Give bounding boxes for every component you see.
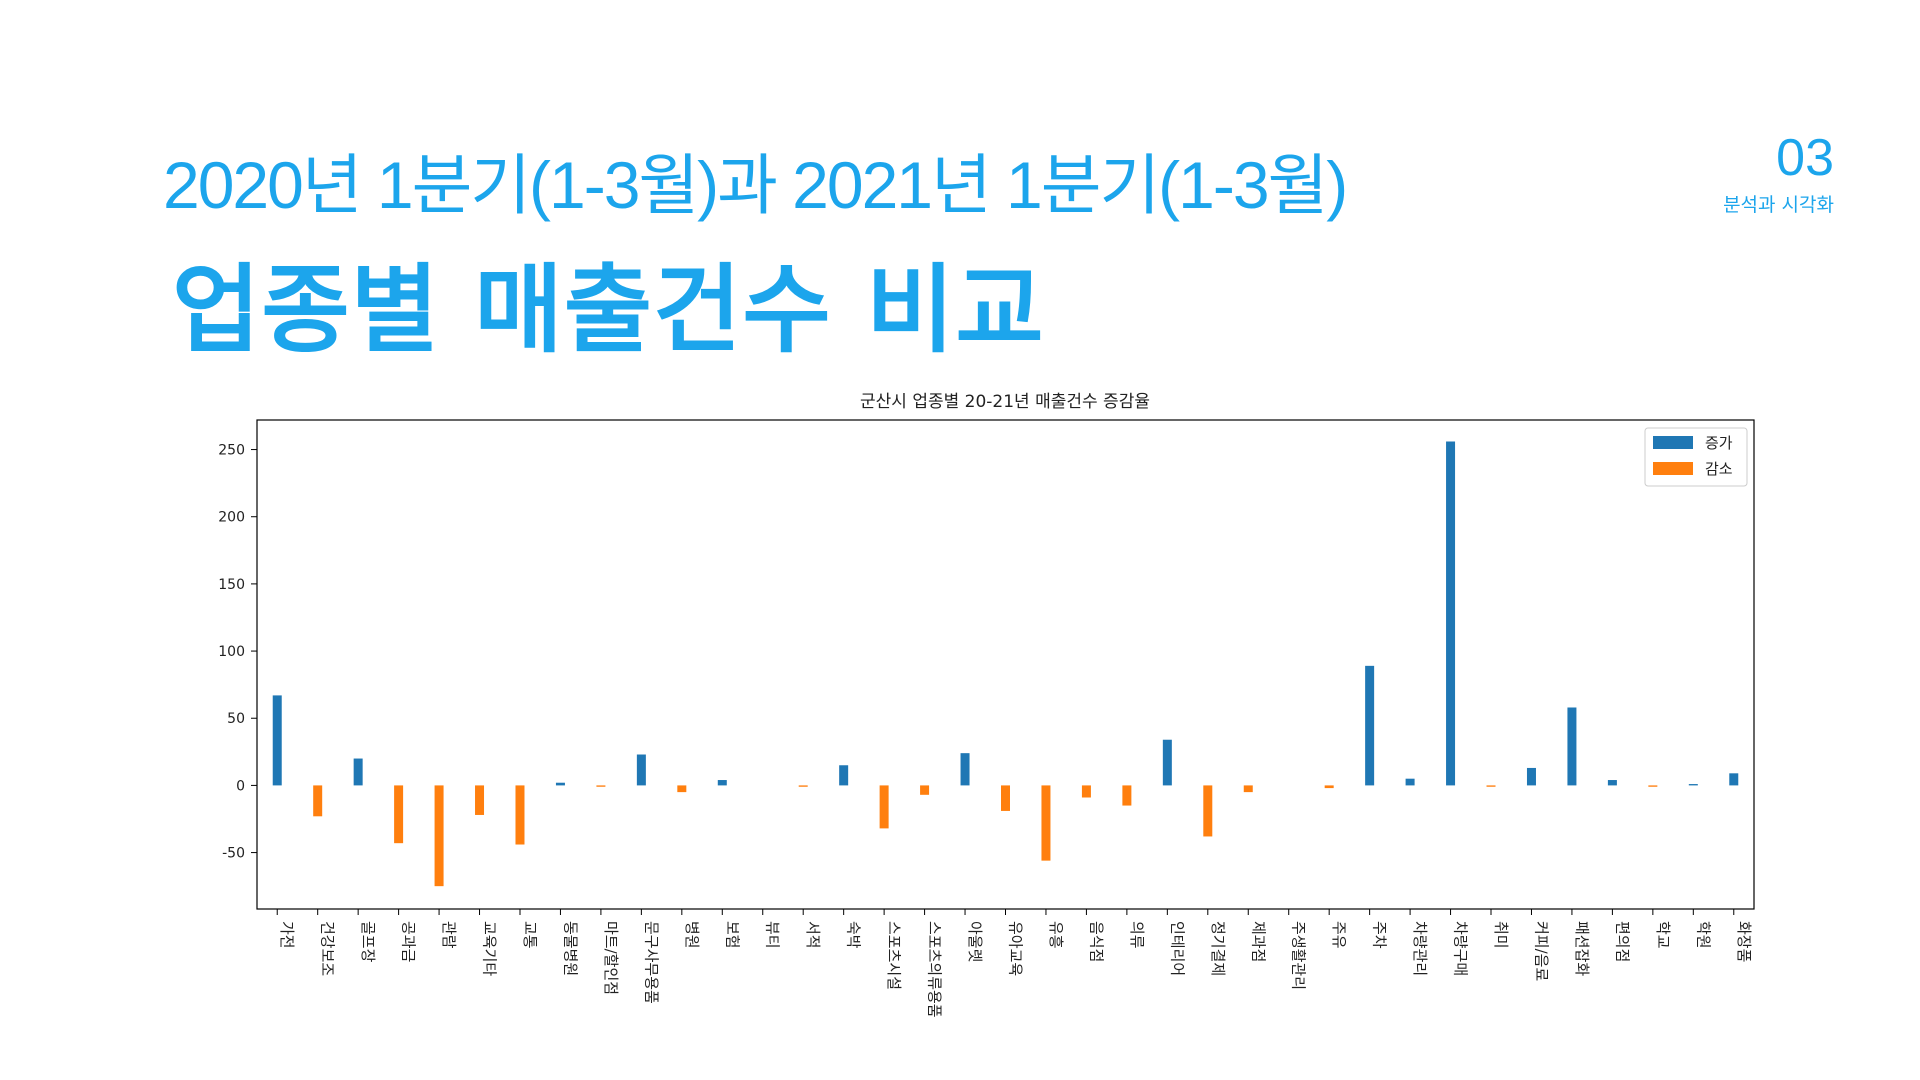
bar-decrease xyxy=(434,785,444,887)
x-tick-label: 가전 xyxy=(278,921,296,949)
x-tick-label: 교육기타 xyxy=(481,921,499,976)
bar-decrease xyxy=(1243,785,1253,793)
y-tick-label: 50 xyxy=(227,711,245,727)
bar-increase xyxy=(717,780,727,786)
x-axis: 가전 건강보조 골프장 공과금 관람 교육기타 교통 동물병원 마트/할인점 문구사무용품 병원 보험… xyxy=(276,909,1753,1018)
bar-increase xyxy=(353,758,363,786)
x-tick-label: 골프장 xyxy=(359,921,377,963)
x-tick-label: 서적 xyxy=(804,921,822,949)
legend-label-decrease: 감소 xyxy=(1705,460,1733,478)
x-tick-label: 정기결제 xyxy=(1209,921,1227,976)
x-tick-label: 의류 xyxy=(1128,921,1146,949)
y-tick-label: 200 xyxy=(218,510,245,526)
x-tick-label: 주차 xyxy=(1371,921,1389,949)
bar-increase xyxy=(1162,739,1172,786)
x-tick-label: 취미 xyxy=(1492,921,1510,949)
x-tick-label: 동물병원 xyxy=(561,921,579,976)
legend: 증가 감소 xyxy=(1644,427,1748,487)
x-tick-label: 제과점 xyxy=(1249,921,1267,962)
x-tick-label: 차량관리 xyxy=(1411,921,1429,976)
y-tick-label: 0 xyxy=(236,778,245,794)
bar-increase xyxy=(1607,780,1617,786)
x-tick-label: 관람 xyxy=(440,921,458,949)
x-tick-label: 보험 xyxy=(723,921,741,949)
y-tick-label: 250 xyxy=(218,443,245,459)
bar-increase xyxy=(1446,441,1456,786)
legend-label-increase: 증가 xyxy=(1705,434,1733,452)
plot-area xyxy=(256,419,1755,910)
slide-subtitle: 2020년 1분기(1-3월)과 2021년 1분기(1-3월) xyxy=(163,148,1348,222)
y-tick-label: 150 xyxy=(218,577,245,593)
x-tick-label: 화장품 xyxy=(1735,921,1753,962)
x-tick-label: 패션잡화 xyxy=(1573,921,1591,976)
bar-increase xyxy=(1405,778,1415,786)
x-tick-label: 마트/할인점 xyxy=(602,921,620,995)
bar-decrease xyxy=(677,785,687,793)
bar-decrease xyxy=(1001,785,1010,811)
x-tick-label: 스포츠시설 xyxy=(885,921,903,990)
bar-decrease xyxy=(798,785,808,787)
bar-decrease xyxy=(879,785,889,829)
bar-decrease xyxy=(1324,785,1334,789)
x-tick-label: 음식점 xyxy=(1087,921,1105,962)
x-tick-label: 유아교육 xyxy=(1007,921,1025,976)
bar-decrease xyxy=(1081,785,1091,798)
bar-decrease xyxy=(1041,785,1051,861)
x-tick-label: 커피/음료 xyxy=(1532,921,1550,981)
bar-decrease xyxy=(1648,785,1658,787)
bars xyxy=(272,441,1739,887)
bar-increase xyxy=(1526,767,1536,786)
bar-decrease xyxy=(475,785,485,815)
bar-decrease xyxy=(1486,785,1496,787)
x-tick-label: 학원 xyxy=(1694,921,1712,949)
bar-increase xyxy=(1729,773,1739,786)
bar-increase xyxy=(1688,784,1698,786)
x-tick-label: 건강보조 xyxy=(319,921,337,976)
bar-increase xyxy=(1365,665,1375,786)
legend-swatch-decrease xyxy=(1653,462,1693,475)
x-tick-label: 공과금 xyxy=(400,921,418,963)
x-tick-label: 편의점 xyxy=(1613,921,1631,962)
bar-decrease xyxy=(1203,785,1213,837)
bar-increase xyxy=(636,754,646,786)
bar-decrease xyxy=(515,785,525,845)
bar-decrease xyxy=(394,785,404,844)
x-tick-label: 아울렛 xyxy=(966,921,984,962)
x-tick-label: 차량구매 xyxy=(1452,921,1470,976)
bar-decrease xyxy=(1122,785,1132,806)
bar-increase xyxy=(555,782,565,786)
y-tick-label: -50 xyxy=(222,846,245,862)
x-tick-label: 숙박 xyxy=(845,921,863,949)
y-axis: 250 200 150 100 50 0 -50 xyxy=(218,443,257,862)
section-number: 03 xyxy=(1776,129,1834,187)
x-tick-label: 문구사무용품 xyxy=(642,921,660,1004)
y-tick-label: 100 xyxy=(218,644,245,660)
x-tick-label: 스포츠의류용품 xyxy=(926,921,944,1018)
bar-decrease xyxy=(313,785,323,817)
chart-title: 군산시 업종별 20-21년 매출건수 증감율 xyxy=(860,392,1150,412)
x-tick-label: 주생활관리 xyxy=(1290,921,1308,990)
x-tick-label: 인테리어 xyxy=(1168,921,1186,976)
bar-increase xyxy=(839,765,849,786)
bar-increase xyxy=(1567,707,1577,786)
bar-decrease xyxy=(596,785,606,787)
x-tick-label: 유흥 xyxy=(1047,921,1065,949)
x-tick-label: 교통 xyxy=(521,921,539,949)
x-tick-label: 학교 xyxy=(1654,921,1672,949)
slide-title: 업종별 매출건수 비교 xyxy=(172,254,1045,366)
x-tick-label: 주유 xyxy=(1330,921,1348,949)
bar-increase xyxy=(960,753,970,786)
bar-decrease xyxy=(920,785,930,795)
x-tick-label: 병원 xyxy=(683,921,701,949)
legend-swatch-increase xyxy=(1653,436,1693,449)
section-label: 분석과 시각화 xyxy=(1723,194,1834,216)
x-tick-label: 뷰티 xyxy=(764,921,782,949)
bar-increase xyxy=(272,695,282,786)
